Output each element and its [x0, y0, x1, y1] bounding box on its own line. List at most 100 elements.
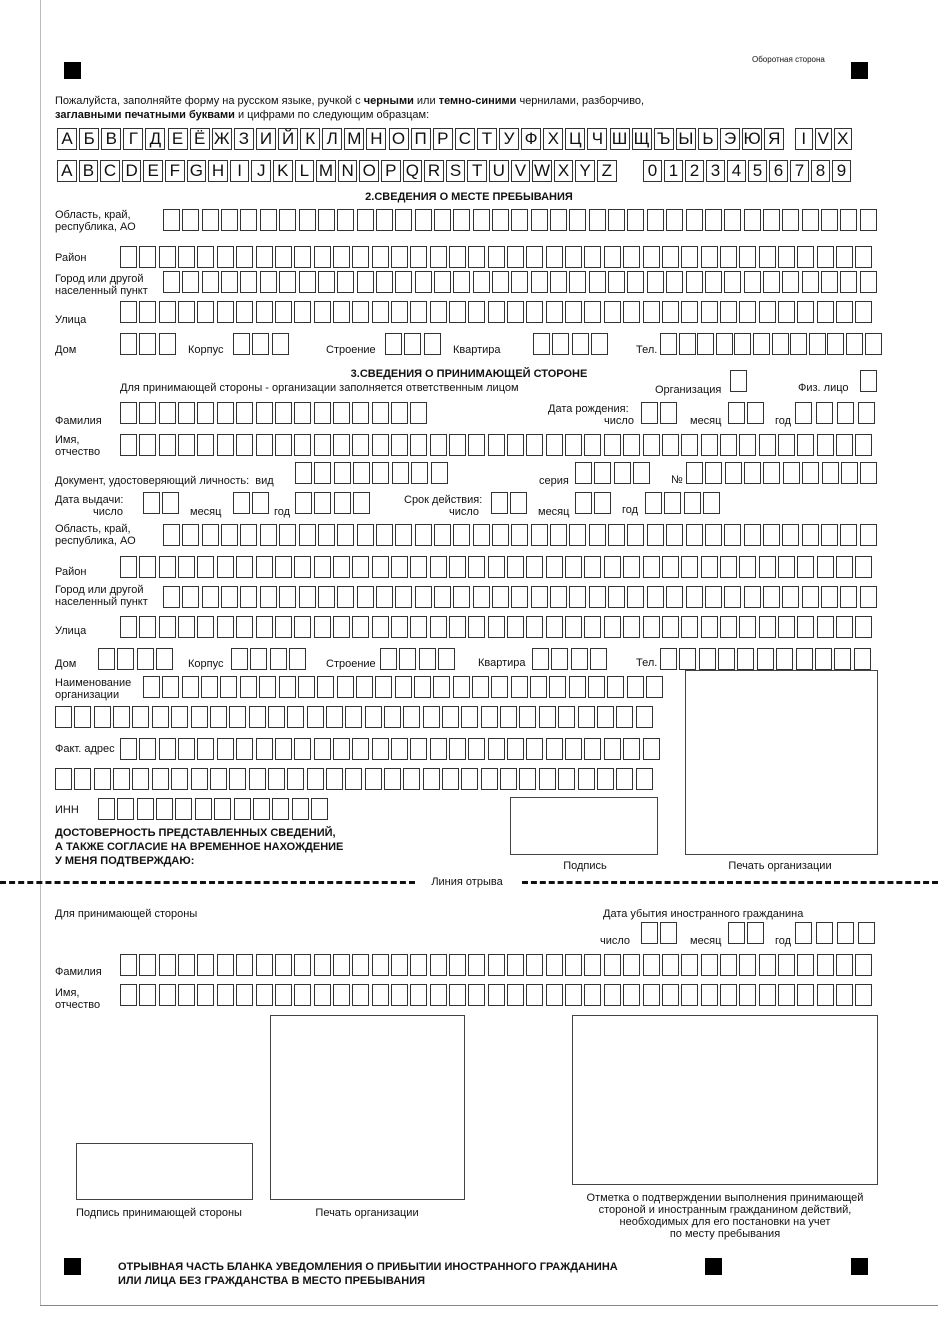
s3-org-name-box[interactable] [239, 676, 257, 698]
s3-surname-box[interactable] [158, 402, 176, 424]
s3-street-box[interactable] [120, 616, 137, 638]
s3-city-box[interactable] [375, 586, 393, 608]
s3-org-name-box[interactable] [413, 676, 431, 698]
s2-phone-box[interactable] [753, 333, 770, 355]
s2-street-box[interactable] [836, 301, 853, 323]
s3-doc-type-box[interactable] [333, 462, 351, 484]
s2-street-box[interactable] [681, 301, 699, 323]
signature-box[interactable] [510, 797, 658, 855]
s3-building-box[interactable] [231, 648, 248, 670]
s3-street-box[interactable] [216, 616, 234, 638]
s2-district-box[interactable] [274, 246, 292, 268]
s3-region-box[interactable] [375, 524, 393, 546]
s3-street-box[interactable] [603, 616, 621, 638]
s2-district-box[interactable] [836, 246, 853, 268]
s2-city-box[interactable] [588, 271, 606, 293]
s2-district-box[interactable] [197, 246, 215, 268]
stub-surname-box[interactable] [642, 954, 660, 976]
s3-street-box[interactable] [274, 616, 292, 638]
s3-phone-box[interactable] [814, 648, 832, 670]
s3-actual-address-box[interactable] [332, 738, 350, 760]
s2-phone-box[interactable] [808, 333, 826, 355]
s3-name-box[interactable] [565, 434, 582, 456]
s3-street-box[interactable] [158, 616, 176, 638]
s3-org-name-2-box[interactable] [538, 706, 556, 728]
s2-street-box[interactable] [623, 301, 641, 323]
s3-org-name-2-box[interactable] [209, 706, 227, 728]
s3-city-box[interactable] [395, 586, 413, 608]
s2-building-box[interactable] [271, 333, 289, 355]
s3-name-box[interactable] [584, 434, 602, 456]
stub-name-box[interactable] [642, 984, 660, 1006]
s2-region-box[interactable] [820, 209, 838, 231]
s3-street-box[interactable] [178, 616, 196, 638]
s3-inn-box[interactable] [252, 798, 270, 820]
s3-actual-address-box[interactable] [313, 738, 331, 760]
s3-doc-number-box[interactable] [724, 462, 742, 484]
stub-name-box[interactable] [661, 984, 679, 1006]
s2-house-box[interactable] [139, 333, 157, 355]
s3-org-name-box[interactable] [433, 676, 451, 698]
s3-inn-box[interactable] [272, 798, 290, 820]
s2-region-box[interactable] [685, 209, 703, 231]
s3-district-box[interactable] [719, 556, 737, 578]
stub-surname-box[interactable] [429, 954, 447, 976]
s3-org-name-box[interactable] [278, 676, 296, 698]
s2-district-box[interactable] [719, 246, 737, 268]
s3-city-box[interactable] [801, 586, 819, 608]
s3-district-box[interactable] [410, 556, 428, 578]
s3-inn-box[interactable] [214, 798, 232, 820]
s3-apartment-box[interactable] [532, 648, 549, 670]
s3-org-name-2-box[interactable] [635, 706, 653, 728]
s2-city-box[interactable] [182, 271, 200, 293]
s3-birth-year-box[interactable] [858, 402, 875, 424]
stub-surname-box[interactable] [449, 954, 466, 976]
s3-org-name-box[interactable] [162, 676, 180, 698]
s3-actual-address-2-box[interactable] [113, 768, 131, 790]
s2-phone-box[interactable] [790, 333, 808, 355]
s3-name-box[interactable] [777, 434, 795, 456]
stub-name-box[interactable] [371, 984, 389, 1006]
s3-org-name-box[interactable] [549, 676, 567, 698]
s3-region-box[interactable] [414, 524, 432, 546]
s3-district-box[interactable] [449, 556, 466, 578]
stub-name-box[interactable] [681, 984, 699, 1006]
s2-region-box[interactable] [724, 209, 742, 231]
s2-district-box[interactable] [661, 246, 679, 268]
s3-doc-number-box[interactable] [821, 462, 839, 484]
s2-city-box[interactable] [240, 271, 258, 293]
s3-name-box[interactable] [681, 434, 699, 456]
s3-district-box[interactable] [371, 556, 389, 578]
s3-district-box[interactable] [255, 556, 273, 578]
s3-org-name-2-box[interactable] [171, 706, 189, 728]
s2-region-box[interactable] [356, 209, 374, 231]
s3-district-box[interactable] [526, 556, 544, 578]
s3-city-box[interactable] [685, 586, 703, 608]
s3-org-name-2-box[interactable] [229, 706, 247, 728]
s3-name-box[interactable] [158, 434, 176, 456]
s2-street-box[interactable] [313, 301, 331, 323]
s3-org-name-box[interactable] [607, 676, 625, 698]
s2-city-box[interactable] [627, 271, 645, 293]
s3-org-name-2-box[interactable] [113, 706, 131, 728]
s3-name-box[interactable] [642, 434, 660, 456]
s3-name-box[interactable] [661, 434, 679, 456]
s2-district-box[interactable] [777, 246, 795, 268]
s3-region-box[interactable] [221, 524, 239, 546]
stub-name-box[interactable] [332, 984, 350, 1006]
s3-valid-day-box[interactable] [510, 492, 528, 514]
s2-district-box[interactable] [816, 246, 834, 268]
s3-birth-year-box[interactable] [816, 402, 833, 424]
s3-name-box[interactable] [700, 434, 718, 456]
s3-city-box[interactable] [221, 586, 239, 608]
s3-org-name-2-box[interactable] [132, 706, 150, 728]
s3-city-box[interactable] [588, 586, 606, 608]
s3-actual-address-box[interactable] [236, 738, 254, 760]
s3-district-box[interactable] [681, 556, 699, 578]
s3-org-name-box[interactable] [181, 676, 199, 698]
s3-region-box[interactable] [453, 524, 471, 546]
s3-name-box[interactable] [139, 434, 157, 456]
s3-district-box[interactable] [545, 556, 563, 578]
s3-actual-address-box[interactable] [371, 738, 389, 760]
s3-district-box[interactable] [584, 556, 602, 578]
